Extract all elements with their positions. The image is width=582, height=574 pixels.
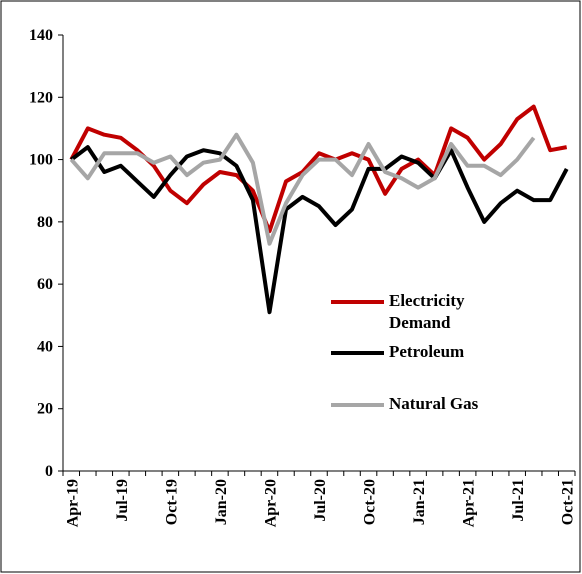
- x-tick-label: Jul-21: [510, 479, 527, 522]
- y-tick-label: 60: [37, 276, 53, 293]
- y-tick-label: 40: [37, 338, 53, 355]
- legend-label: Electricity Demand: [389, 291, 465, 332]
- y-tick-label: 100: [29, 152, 53, 169]
- x-tick-label: Jul-20: [312, 479, 329, 522]
- series-line: [70, 145, 569, 315]
- x-tick-label: Oct-19: [163, 479, 180, 525]
- y-tick-label: 0: [45, 463, 53, 480]
- x-tick-label: Oct-20: [362, 479, 379, 525]
- x-tick-label: Jan-20: [213, 479, 230, 525]
- legend-label: Natural Gas: [389, 394, 479, 413]
- y-tick-label: 80: [37, 214, 53, 231]
- series-line: [69, 132, 536, 246]
- x-tick-label: Apr-21: [461, 479, 478, 527]
- x-tick-label: Oct-21: [560, 479, 577, 525]
- x-tick-label: Jan-21: [411, 479, 428, 525]
- series-line: [69, 104, 568, 234]
- y-tick-label: 140: [29, 27, 53, 44]
- y-tick-label: 120: [29, 89, 53, 106]
- x-tick-label: Jul-19: [114, 479, 131, 522]
- x-tick-label: Apr-20: [262, 479, 279, 527]
- y-tick-label: 20: [37, 401, 53, 418]
- legend-label: Petroleum: [389, 342, 465, 361]
- x-tick-label: Apr-19: [64, 479, 81, 527]
